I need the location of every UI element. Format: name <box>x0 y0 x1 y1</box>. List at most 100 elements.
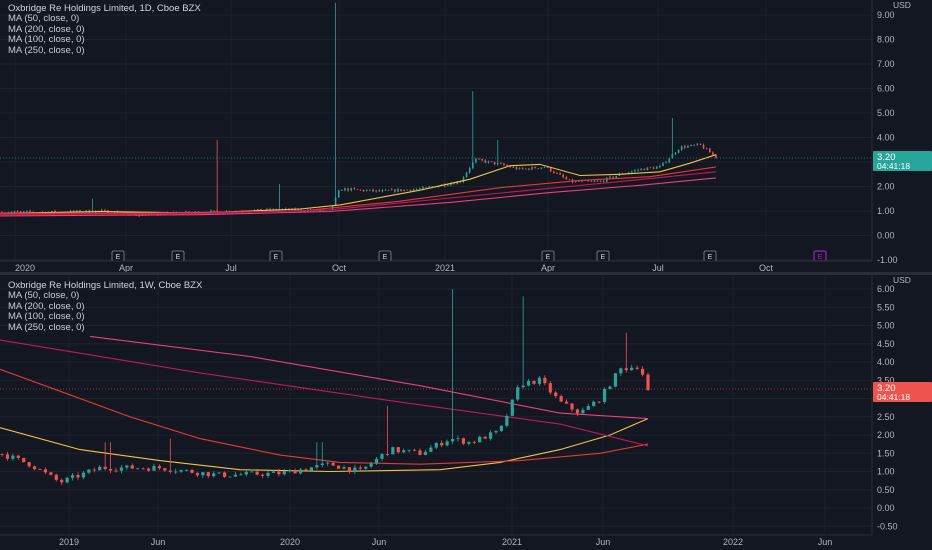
candle-body[interactable] <box>537 377 542 384</box>
candle-body[interactable] <box>381 190 384 192</box>
candle-body[interactable] <box>526 380 531 386</box>
candle-body[interactable] <box>708 148 711 153</box>
candle-body[interactable] <box>38 469 42 471</box>
candle-body[interactable] <box>472 162 474 169</box>
candle-body[interactable] <box>590 180 593 182</box>
candle-body[interactable] <box>43 469 48 473</box>
candle-body[interactable] <box>76 475 80 478</box>
candle-body[interactable] <box>450 183 452 186</box>
candle-body[interactable] <box>556 172 558 174</box>
candle-body[interactable] <box>553 171 555 173</box>
candle-body[interactable] <box>157 466 162 469</box>
candle-body[interactable] <box>206 472 210 477</box>
candle-body[interactable] <box>113 211 116 214</box>
candle-body[interactable] <box>391 447 395 455</box>
bottom-ma50-label[interactable]: MA (50, close, 0) <box>8 290 80 302</box>
candle-body[interactable] <box>233 474 238 477</box>
candle-body[interactable] <box>655 166 658 169</box>
candle-body[interactable] <box>356 189 359 190</box>
candle-body[interactable] <box>269 208 271 211</box>
candle-body[interactable] <box>467 441 471 444</box>
candle-body[interactable] <box>445 441 449 446</box>
candle-body[interactable] <box>190 469 194 473</box>
candle-body[interactable] <box>478 158 480 160</box>
candle-body[interactable] <box>484 160 487 163</box>
candle-body[interactable] <box>146 468 151 471</box>
candle-body[interactable] <box>344 188 346 191</box>
candle-body[interactable] <box>643 168 646 171</box>
candle-body[interactable] <box>505 415 509 426</box>
candle-body[interactable] <box>447 185 449 186</box>
last-price-tag[interactable] <box>873 151 932 171</box>
candle-body[interactable] <box>659 165 661 167</box>
candle-body[interactable] <box>402 450 406 453</box>
candle-body[interactable] <box>637 169 639 171</box>
candle-body[interactable] <box>483 436 487 439</box>
candle-body[interactable] <box>85 210 87 213</box>
candle-body[interactable] <box>528 168 530 170</box>
candle-body[interactable] <box>516 387 520 400</box>
candle-body[interactable] <box>119 467 124 471</box>
top-symbol-title[interactable]: Oxbridge Re Holdings Limited, 1D, Cboe B… <box>8 3 201 14</box>
candle-body[interactable] <box>375 190 377 192</box>
candle-body[interactable] <box>98 466 102 471</box>
candle-body[interactable] <box>586 406 590 410</box>
candle-body[interactable] <box>646 167 649 171</box>
candle-body[interactable] <box>54 474 58 480</box>
candle-body[interactable] <box>298 469 303 474</box>
candle-body[interactable] <box>27 462 31 467</box>
candle-body[interactable] <box>634 170 636 172</box>
candle-body[interactable] <box>434 442 438 448</box>
candle-body[interactable] <box>104 210 106 211</box>
candle-body[interactable] <box>271 471 276 473</box>
candle-body[interactable] <box>493 161 496 165</box>
candle-body[interactable] <box>337 190 340 198</box>
candle-body[interactable] <box>680 146 683 150</box>
candle-body[interactable] <box>540 167 543 169</box>
candle-body[interactable] <box>415 189 418 190</box>
candle-body[interactable] <box>531 167 533 170</box>
candle-body[interactable] <box>259 209 262 211</box>
candle-body[interactable] <box>640 368 645 375</box>
candle-body[interactable] <box>418 188 421 190</box>
candle-body[interactable] <box>184 469 189 471</box>
candle-body[interactable] <box>13 211 16 213</box>
candle-body[interactable] <box>690 144 692 146</box>
candle-body[interactable] <box>440 442 444 446</box>
candle-body[interactable] <box>114 470 118 472</box>
candle-body[interactable] <box>630 367 634 371</box>
candle-body[interactable] <box>22 457 26 463</box>
candle-body[interactable] <box>387 189 390 191</box>
candle-body[interactable] <box>250 471 254 473</box>
candle-body[interactable] <box>568 179 571 181</box>
candle-body[interactable] <box>510 399 514 416</box>
candle-body[interactable] <box>425 186 427 188</box>
top-price-axis[interactable]: 9.008.007.006.005.004.003.002.001.000.00… <box>871 0 932 265</box>
candle-body[interactable] <box>49 472 53 475</box>
candle-body[interactable] <box>534 167 536 169</box>
candle-body[interactable] <box>525 168 527 170</box>
candle-body[interactable] <box>465 172 468 178</box>
candle-body[interactable] <box>319 210 321 212</box>
bottom-time-axis[interactable]: 2019 Jun 2020 Jun 2021 Jun 2022 Jun <box>0 534 872 547</box>
candle-body[interactable] <box>213 210 215 212</box>
candle-body[interactable] <box>570 403 574 410</box>
candle-body[interactable] <box>394 189 396 192</box>
candle-body[interactable] <box>136 468 140 470</box>
candle-body[interactable] <box>696 143 699 145</box>
candle-body[interactable] <box>624 368 628 371</box>
candle-body[interactable] <box>499 425 504 431</box>
candle-body[interactable] <box>478 436 482 443</box>
candle-body[interactable] <box>32 466 37 470</box>
candle-body[interactable] <box>29 210 31 212</box>
candle-body[interactable] <box>592 401 596 407</box>
candle-body[interactable] <box>369 463 373 467</box>
candle-body[interactable] <box>715 154 717 158</box>
candle-body[interactable] <box>81 472 86 478</box>
candle-body[interactable] <box>564 401 569 404</box>
candle-body[interactable] <box>11 455 15 459</box>
candle-body[interactable] <box>699 143 702 145</box>
candle-body[interactable] <box>475 158 477 163</box>
candle-body[interactable] <box>581 180 583 182</box>
